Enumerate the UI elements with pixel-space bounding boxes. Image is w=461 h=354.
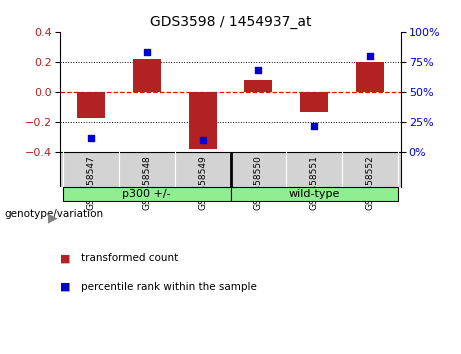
Bar <box>189 92 217 149</box>
Point <box>311 123 318 129</box>
Bar <box>244 80 272 92</box>
Text: GSM458549: GSM458549 <box>198 155 207 210</box>
Text: GSM458550: GSM458550 <box>254 155 263 210</box>
Text: GSM458547: GSM458547 <box>86 155 95 210</box>
Text: genotype/variation: genotype/variation <box>5 209 104 219</box>
Text: ■: ■ <box>60 253 71 263</box>
Text: GSM458548: GSM458548 <box>142 155 151 210</box>
Text: wild-type: wild-type <box>289 189 340 199</box>
Text: GSM458552: GSM458552 <box>366 155 375 210</box>
Text: ▶: ▶ <box>48 211 58 224</box>
Text: transformed count: transformed count <box>81 253 178 263</box>
Point <box>87 135 95 141</box>
Title: GDS3598 / 1454937_at: GDS3598 / 1454937_at <box>150 16 311 29</box>
Bar <box>230 187 398 201</box>
Text: percentile rank within the sample: percentile rank within the sample <box>81 282 257 292</box>
Text: ■: ■ <box>60 282 71 292</box>
Bar <box>133 59 160 92</box>
Point <box>143 50 150 55</box>
Point <box>199 137 206 143</box>
Bar <box>63 187 230 201</box>
Bar <box>301 92 328 112</box>
Text: GSM458551: GSM458551 <box>310 155 319 210</box>
Bar <box>77 92 105 118</box>
Text: p300 +/-: p300 +/- <box>122 189 171 199</box>
Point <box>255 68 262 73</box>
Point <box>366 53 374 59</box>
Bar <box>356 62 384 92</box>
